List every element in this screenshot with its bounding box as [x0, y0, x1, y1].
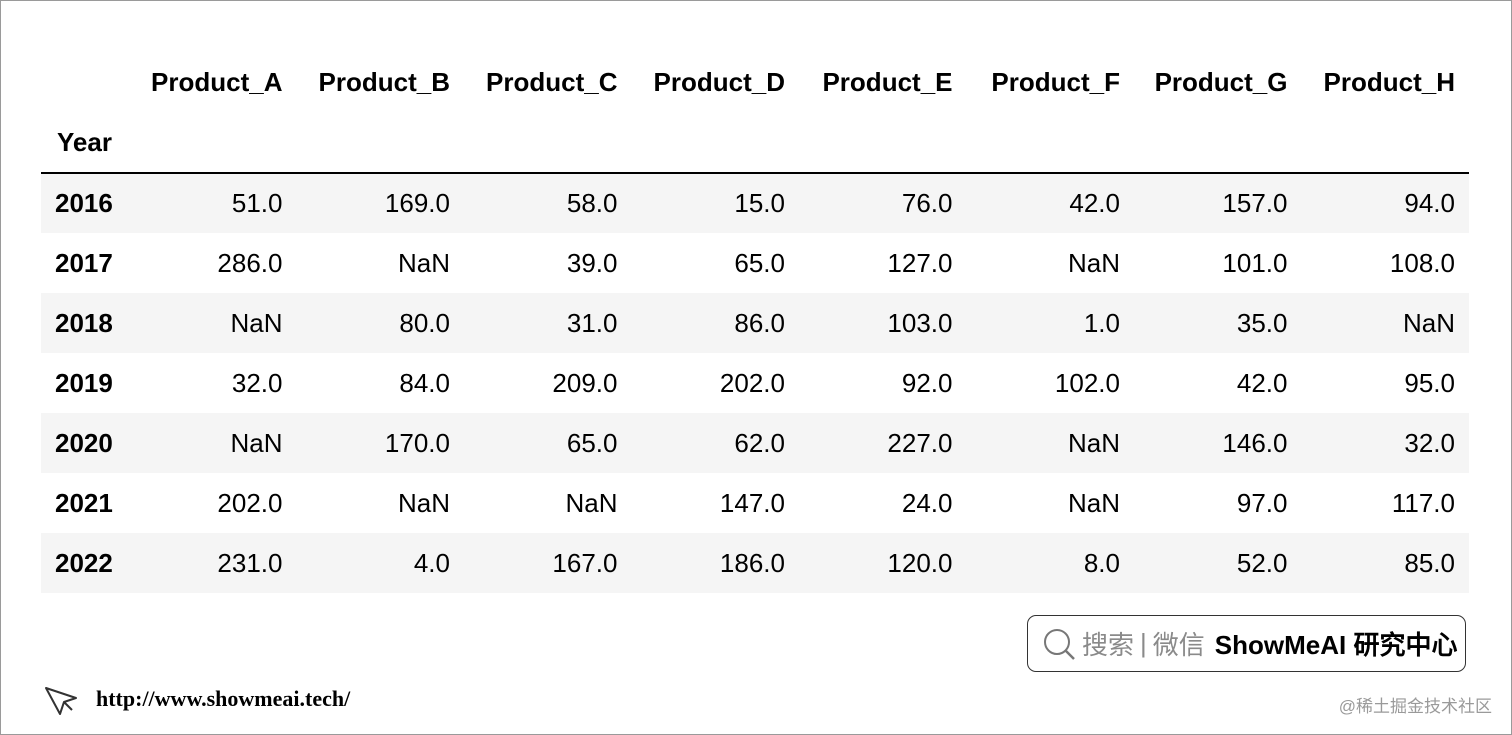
table-cell: 80.0 [399, 307, 450, 338]
table-cell: 84.0 [399, 367, 450, 398]
table-cell: 97.0 [1236, 487, 1288, 518]
table-cell: 108.0 [1389, 247, 1455, 278]
table-body: 2016 51.0 169.0 58.0 15.0 76.0 42.0 157.0 94.0 20… [41, 173, 1469, 593]
dataframe-table: Product_A Product_B Product_C Product_D … [41, 52, 1469, 593]
table-cell: 58.0 [566, 188, 618, 218]
row-index: 2019 [55, 367, 113, 398]
table-cell: 1.0 [1083, 307, 1120, 338]
table-cell: 94.0 [1404, 188, 1455, 218]
table-row: 2017 286.0 NaN 39.0 65.0 127.0 NaN 101.0 108.0 [41, 233, 1469, 293]
table-cell: 147.0 [719, 487, 785, 518]
table-cell: 52.0 [1236, 547, 1288, 578]
table-cell: 65.0 [734, 247, 785, 278]
table-cell: 127.0 [887, 247, 953, 278]
watermark: @稀土掘金技术社区 [1338, 697, 1492, 716]
table-cell: 42.0 [1069, 188, 1120, 218]
table-cell: 15.0 [734, 188, 785, 218]
table-cell: 209.0 [552, 367, 618, 398]
badge-separator: | [1140, 628, 1147, 658]
table-cell: 76.0 [901, 188, 953, 218]
table-cell: 202.0 [719, 367, 785, 398]
table-cell: 62.0 [734, 427, 785, 458]
index-name: Year [57, 126, 112, 157]
search-badge: 搜索 | 微信 ShowMeAI 研究中心 [1027, 615, 1466, 672]
table-cell: NaN [1067, 487, 1120, 518]
column-header: Product_A [151, 66, 283, 97]
row-index: 2020 [55, 427, 113, 458]
table-cell: 170.0 [384, 427, 450, 458]
table-cell: 167.0 [552, 547, 618, 578]
table-cell: 117.0 [1391, 487, 1455, 518]
row-index: 2016 [55, 188, 113, 218]
table-row: 2016 51.0 169.0 58.0 15.0 76.0 42.0 157.0 94.0 [41, 173, 1469, 233]
table-cell: 95.0 [1404, 367, 1455, 398]
table-cell: 103.0 [887, 307, 953, 338]
table-cell: 169.0 [384, 188, 450, 218]
row-index: 2017 [55, 247, 113, 278]
column-header: Product_E [822, 66, 953, 97]
column-header: Product_C [486, 66, 618, 97]
table-cell: 157.0 [1222, 188, 1288, 218]
table-cell: 286.0 [217, 247, 283, 278]
cursor-arrow-icon [45, 687, 77, 715]
table-cell: 120.0 [887, 547, 953, 578]
table-cell: 39.0 [566, 247, 618, 278]
column-header: Product_H [1323, 66, 1455, 97]
table-cell: 35.0 [1236, 307, 1288, 338]
table-cell: 231.0 [217, 547, 283, 578]
column-header: Product_G [1154, 66, 1288, 97]
table-cell: NaN [397, 247, 450, 278]
search-label: 搜索 [1082, 630, 1135, 660]
table-cell: 42.0 [1236, 367, 1288, 398]
table-cell: 4.0 [413, 547, 450, 578]
search-icon [1044, 628, 1075, 660]
table-cell: 31.0 [566, 307, 618, 338]
table-cell: 85.0 [1404, 547, 1455, 578]
table-cell: 86.0 [734, 307, 785, 338]
row-index: 2022 [55, 547, 113, 578]
table-row: 2022 231.0 4.0 167.0 186.0 120.0 8.0 52.0 85.0 [41, 533, 1469, 593]
wechat-label: 微信 [1152, 630, 1205, 660]
table-row: 2019 32.0 84.0 209.0 202.0 92.0 102.0 42.0 95.0 [41, 353, 1469, 413]
table-cell: NaN [1067, 247, 1120, 278]
table-row: 2021 202.0 NaN NaN 147.0 24.0 NaN 97.0 117.0 [41, 473, 1469, 533]
table-cell: 51.0 [231, 188, 283, 218]
column-header: Product_D [653, 66, 785, 97]
table-cell: 32.0 [1404, 427, 1455, 458]
column-header-row: Product_A Product_B Product_C Product_D … [41, 52, 1469, 112]
brand-name: ShowMeAI 研究中心 [1214, 630, 1458, 660]
table-cell: 8.0 [1083, 547, 1120, 578]
column-header: Product_F [991, 66, 1120, 97]
table-cell: 227.0 [887, 427, 953, 458]
table-cell: 101.0 [1222, 247, 1288, 278]
header-corner [41, 52, 129, 112]
table-cell: 102.0 [1054, 367, 1120, 398]
table-row: 2020 NaN 170.0 65.0 62.0 227.0 NaN 146.0 32.0 [41, 413, 1469, 473]
table-cell: NaN [565, 487, 618, 518]
table-cell: 202.0 [217, 487, 283, 518]
table-cell: NaN [1402, 307, 1455, 338]
table-row: 2018 NaN 80.0 31.0 86.0 103.0 1.0 35.0 NaN [41, 293, 1469, 353]
table-cell: NaN [230, 427, 283, 458]
table-cell: 24.0 [901, 487, 953, 518]
table-cell: 186.0 [719, 547, 785, 578]
table-cell: NaN [230, 307, 283, 338]
footer-link[interactable]: http://www.showmeai.tech/ [42, 680, 350, 718]
footer-url[interactable]: http://www.showmeai.tech/ [96, 686, 351, 711]
row-index: 2018 [55, 307, 113, 338]
table-cell: NaN [1067, 427, 1120, 458]
table-cell: 92.0 [901, 367, 953, 398]
table-cell: 65.0 [566, 427, 618, 458]
table-cell: 146.0 [1222, 427, 1288, 458]
row-index: 2021 [55, 487, 113, 518]
index-header-row: Year [41, 112, 1469, 173]
table-cell: NaN [397, 487, 450, 518]
table-cell: 32.0 [231, 367, 283, 398]
column-header: Product_B [318, 66, 450, 97]
